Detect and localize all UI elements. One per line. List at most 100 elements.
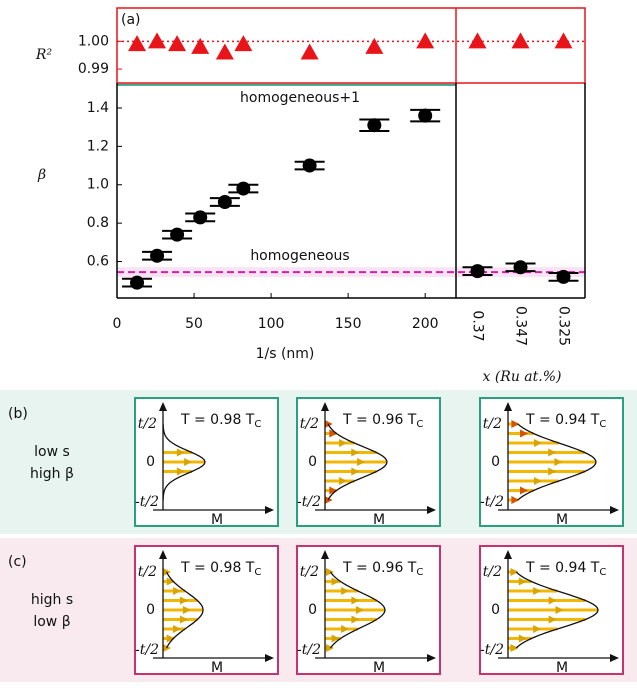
beta-point bbox=[193, 210, 208, 225]
r2-point bbox=[191, 37, 210, 54]
magnetization-arrow bbox=[511, 496, 520, 504]
magnetization-arrow bbox=[351, 615, 360, 624]
y-tick-label: 1.4 bbox=[87, 100, 109, 116]
magnetization-arrow bbox=[331, 577, 340, 586]
magnetization-arrow bbox=[176, 467, 185, 476]
x-tick-label: 0.325 bbox=[556, 306, 572, 346]
axis-text: 0 bbox=[308, 602, 317, 618]
magnetization-arrow bbox=[351, 467, 360, 476]
beta-point bbox=[217, 195, 232, 210]
temperature-text: T = 0.96 T bbox=[342, 560, 417, 576]
x-tick-label: 200 bbox=[412, 316, 439, 332]
r2-point bbox=[365, 37, 384, 54]
temperature-text: T = 0.96 T bbox=[342, 412, 417, 428]
reference-label: homogeneous+1 bbox=[240, 90, 360, 106]
profile-curve bbox=[162, 423, 206, 501]
axis-text: 0 bbox=[146, 602, 155, 618]
x-tick-label: 150 bbox=[335, 316, 362, 332]
axis-arrow bbox=[321, 402, 329, 411]
x-tick-label: 0.347 bbox=[513, 306, 529, 346]
x-tick-label: 100 bbox=[258, 316, 285, 332]
magnetization-arrow bbox=[533, 625, 542, 633]
magnetization-arrow bbox=[548, 615, 557, 624]
magnetization-arrow bbox=[173, 587, 182, 595]
axis-arrow bbox=[610, 506, 619, 514]
temperature-text: T = 0.98 T bbox=[180, 412, 255, 428]
magnetization-arrow bbox=[548, 467, 557, 476]
magnetization-arrow bbox=[357, 458, 366, 466]
x-tick-label: 0 bbox=[113, 316, 122, 332]
axis-text: t/2 bbox=[300, 416, 319, 432]
profile-box bbox=[134, 397, 279, 527]
beta-point bbox=[418, 108, 433, 123]
axis-text: 0 bbox=[491, 454, 500, 470]
temperature: T = 0.96 TC bbox=[342, 412, 423, 430]
temperature-subscript: C bbox=[416, 567, 423, 578]
temperature-text: T = 0.98 T bbox=[180, 560, 255, 576]
axis-arrow bbox=[427, 506, 436, 514]
panel-label: (b) bbox=[8, 406, 28, 422]
profile-curve bbox=[515, 571, 599, 649]
axis-text: M bbox=[211, 660, 223, 676]
row-text: high s bbox=[31, 592, 73, 608]
axis-arrow bbox=[427, 654, 436, 662]
beta-point bbox=[302, 158, 317, 173]
axis-text: t/2 bbox=[138, 564, 157, 580]
magnetization-arrow bbox=[325, 644, 334, 652]
temperature-text: T = 0.94 T bbox=[525, 560, 600, 576]
profile-curve bbox=[166, 571, 204, 649]
magnetization-arrow bbox=[329, 429, 338, 438]
panel-label: (a) bbox=[121, 12, 141, 28]
magnetization-arrow bbox=[176, 448, 185, 457]
r2-point bbox=[300, 43, 319, 60]
x-tick-label: 0.37 bbox=[470, 310, 486, 341]
axis-text: -t/2 bbox=[135, 642, 159, 658]
y-tick-label: 0.6 bbox=[87, 254, 109, 270]
axis-text: t/2 bbox=[483, 416, 502, 432]
temperature: T = 0.94 TC bbox=[525, 560, 606, 578]
magnetization-arrow bbox=[351, 448, 360, 457]
magnetization-arrow bbox=[510, 568, 519, 576]
r2-point bbox=[511, 32, 530, 49]
beta-point bbox=[236, 181, 251, 196]
r2-point bbox=[416, 32, 435, 49]
r2-point bbox=[554, 32, 573, 49]
y2-axis-label: R² bbox=[35, 47, 53, 63]
magnetization-arrow bbox=[533, 439, 542, 447]
axis-text: M bbox=[556, 512, 568, 528]
axis-text: 0 bbox=[491, 602, 500, 618]
y2-tick-label: 1.00 bbox=[78, 33, 109, 49]
magnetization-arrow bbox=[518, 634, 527, 643]
magnetization-arrow bbox=[555, 606, 564, 614]
beta-point bbox=[470, 264, 485, 279]
axis-text: -t/2 bbox=[297, 494, 321, 510]
beta-point bbox=[170, 227, 185, 242]
magnetization-arrow bbox=[166, 577, 175, 586]
r2-point bbox=[148, 32, 167, 49]
magnetization-arrow bbox=[518, 577, 527, 586]
magnetization-arrow bbox=[329, 486, 338, 495]
y2-tick-label: 0.99 bbox=[78, 61, 109, 77]
axis-text: t/2 bbox=[483, 564, 502, 580]
x-axis-label: 1/s (nm) bbox=[256, 346, 315, 362]
r2-point bbox=[215, 43, 234, 60]
axis-text: t/2 bbox=[138, 416, 157, 432]
beta-point bbox=[130, 275, 145, 290]
y-tick-label: 1.0 bbox=[87, 177, 109, 193]
magnetization-arrow bbox=[331, 634, 340, 643]
magnetization-arrow bbox=[179, 615, 188, 624]
panel-label: (c) bbox=[8, 554, 27, 570]
axis-text: -t/2 bbox=[480, 642, 504, 658]
axis-text: 0 bbox=[146, 454, 155, 470]
temperature: T = 0.96 TC bbox=[342, 560, 423, 578]
magnetization-arrow bbox=[356, 606, 364, 614]
magnetization-arrow bbox=[520, 429, 529, 438]
axis-arrow bbox=[159, 550, 167, 559]
axis-text: M bbox=[211, 512, 223, 528]
magnetization-arrow bbox=[351, 596, 360, 605]
magnetization-arrow bbox=[339, 477, 348, 485]
row-text: low s bbox=[34, 444, 70, 460]
magnetization-arrow bbox=[341, 625, 350, 633]
axis-arrow bbox=[265, 506, 274, 514]
axis-arrow bbox=[159, 402, 167, 411]
